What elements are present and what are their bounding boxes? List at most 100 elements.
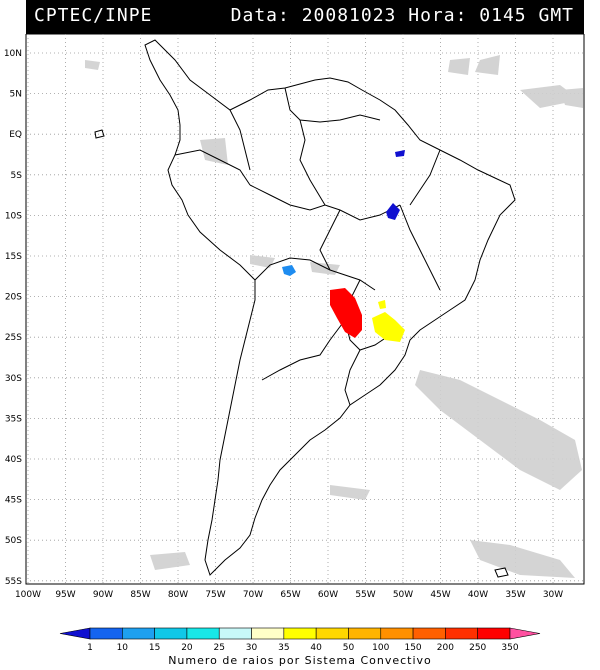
- legend-tick: 250: [469, 643, 486, 653]
- legend-tick: 150: [404, 643, 421, 653]
- lat-label: 50S: [5, 536, 22, 546]
- legend-tick: 100: [372, 643, 389, 653]
- map-frame: [25, 34, 585, 585]
- legend-tick: 35: [278, 643, 289, 653]
- legend-tick: 15: [149, 643, 160, 653]
- lat-lon-grid: [26, 34, 584, 584]
- convective-system-250-350: [330, 288, 362, 338]
- lat-label: 30S: [5, 374, 22, 384]
- legend-color-box: [154, 627, 188, 640]
- lat-label: 10N: [4, 49, 22, 59]
- legend-arrow-low: [59, 627, 91, 640]
- lat-label: 5S: [11, 171, 23, 181]
- convective-system-35-40: [378, 300, 386, 309]
- lat-label: 15S: [5, 252, 22, 262]
- south-america-outline: [94, 39, 516, 578]
- lat-label: 40S: [5, 455, 22, 465]
- lon-label: 80W: [168, 590, 188, 600]
- legend-tick: 350: [501, 643, 518, 653]
- border-line: [284, 87, 381, 123]
- lon-label: 95W: [55, 590, 75, 600]
- timestamp-info: Data: 20081023 Hora: 0145 GMT: [231, 5, 574, 26]
- legend-tick: 20: [181, 643, 193, 653]
- lat-label: 5N: [10, 90, 22, 100]
- legend-tick: 30: [246, 643, 258, 653]
- cloud-patch: [330, 485, 370, 500]
- legend-tick-labels: 1 10 15 20 25 30 35 40 50 100 150 200 250 350: [87, 643, 519, 653]
- legend-color-bar: [59, 627, 541, 640]
- date-value: 20081023: [301, 5, 397, 26]
- cloud-patch: [150, 552, 190, 570]
- lat-label: 20S: [5, 293, 22, 303]
- border-line: [229, 109, 251, 171]
- lon-label: 100W: [15, 590, 41, 600]
- legend-color-box: [283, 627, 317, 640]
- island: [94, 129, 105, 139]
- lat-label: 25S: [5, 333, 22, 343]
- legend-color-box: [251, 627, 285, 640]
- cloud-patch: [475, 55, 500, 75]
- cloud-patch: [85, 60, 100, 70]
- lat-label: EQ: [9, 130, 22, 140]
- border-line: [409, 149, 441, 206]
- border-line: [399, 204, 441, 291]
- legend-color-box: [122, 627, 155, 640]
- cloud-patch: [200, 138, 228, 165]
- border-line: [319, 209, 341, 271]
- lon-label: 40W: [468, 590, 488, 600]
- legend-color-box: [218, 627, 252, 640]
- map-header: CPTEC/INPE Data: 20081023 Hora: 0145 GMT: [26, 0, 584, 34]
- border-line: [174, 149, 251, 186]
- lon-label: 35W: [505, 590, 525, 600]
- lon-label: 90W: [93, 590, 113, 600]
- legend-tick: 50: [343, 643, 355, 653]
- lat-label: 10S: [5, 211, 22, 221]
- source-label: CPTEC/INPE: [34, 5, 153, 26]
- cloud-patch: [448, 58, 470, 75]
- date-label: Data:: [230, 5, 290, 26]
- cloud-patch: [310, 262, 340, 275]
- cloud-patch: [470, 540, 575, 578]
- lon-label: 55W: [355, 590, 375, 600]
- satellite-cloud-layer: [85, 55, 583, 578]
- hour-label: Hora:: [408, 5, 468, 26]
- legend-color-box: [315, 627, 349, 640]
- legend-color-box: [348, 627, 382, 640]
- legend-tick: 10: [117, 643, 129, 653]
- timezone-label: GMT: [538, 5, 574, 26]
- convective-systems: [282, 150, 405, 342]
- lon-label: 60W: [318, 590, 338, 600]
- lon-label: 30W: [543, 590, 563, 600]
- lon-label: 75W: [205, 590, 225, 600]
- border-line: [261, 319, 346, 381]
- lat-label: 35S: [5, 414, 22, 424]
- cloud-patch: [250, 255, 275, 268]
- island: [494, 567, 509, 578]
- lat-label: 45S: [5, 496, 22, 506]
- lat-label: 55S: [5, 577, 22, 587]
- legend-color-box: [445, 627, 478, 640]
- legend-color-box: [477, 627, 511, 640]
- lon-label: 50W: [393, 590, 413, 600]
- coastline: [144, 39, 516, 576]
- legend-title: Numero de raios por Sistema Convectivo: [168, 654, 432, 667]
- cloud-band: [415, 370, 582, 490]
- lon-label: 65W: [280, 590, 300, 600]
- legend-tick: 25: [214, 643, 225, 653]
- convective-system-1-10: [386, 203, 400, 220]
- legend-color-box: [89, 627, 123, 640]
- legend-tick: 40: [310, 643, 322, 653]
- border-line: [344, 349, 361, 406]
- legend-tick: 1: [87, 643, 93, 653]
- convective-system-1-10: [395, 150, 405, 157]
- latitude-labels: 10N 5N EQ 5S 10S 15S 20S 25S 30S 35S 40S 45S 50S 55S: [4, 49, 22, 587]
- legend-tick: 200: [437, 643, 454, 653]
- legend-color-box: [380, 627, 414, 640]
- cloud-patch: [560, 88, 583, 108]
- lon-label: 70W: [243, 590, 263, 600]
- border-line: [254, 257, 376, 291]
- legend-color-box: [186, 627, 220, 640]
- border-line: [299, 119, 326, 206]
- convective-system-10-15: [282, 265, 296, 276]
- lon-label: 85W: [130, 590, 150, 600]
